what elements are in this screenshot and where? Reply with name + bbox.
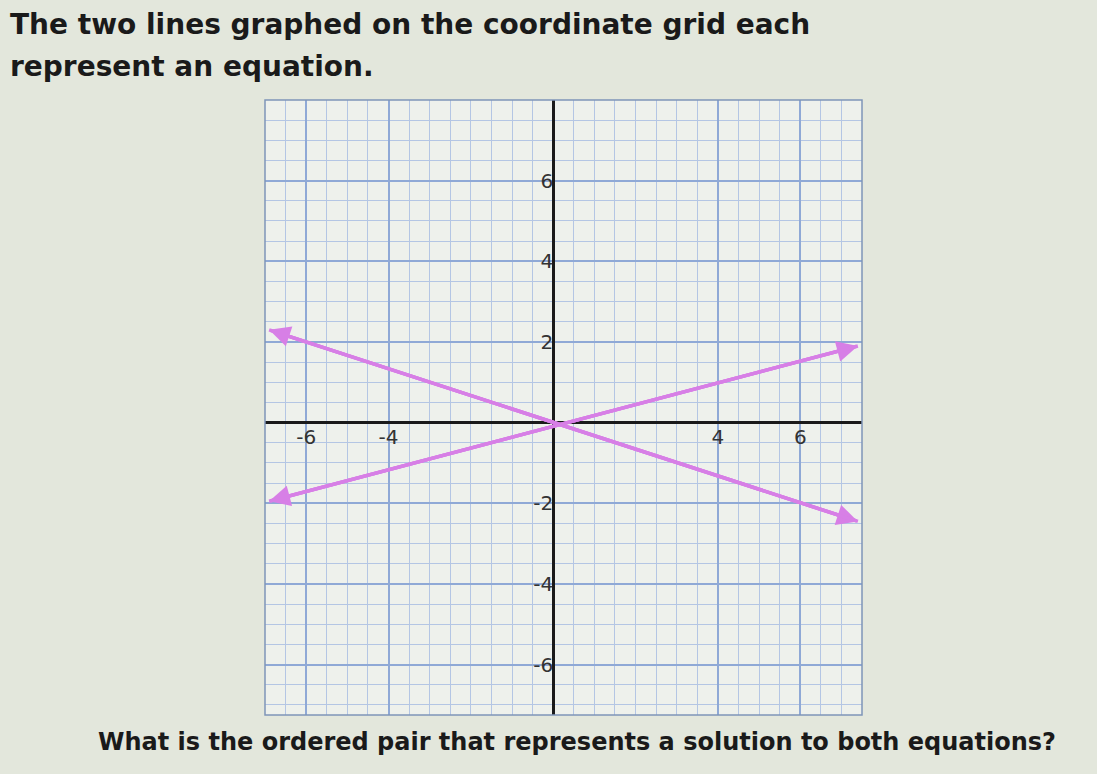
svg-text:-6: -6 [533, 653, 553, 677]
svg-text:-6: -6 [296, 425, 316, 449]
svg-text:2: 2 [540, 330, 553, 354]
svg-text:6: 6 [540, 169, 553, 193]
html-text:What is the ordered pair that: What is the ordered pair that represents… [98, 728, 1056, 756]
svg-text:-4: -4 [533, 572, 553, 596]
svg-text:6: 6 [794, 425, 807, 449]
svg-text:-2: -2 [533, 491, 553, 515]
svg-text:-4: -4 [379, 425, 399, 449]
svg-text:4: 4 [540, 249, 553, 273]
html-text:The two lines graphed on the c: The two lines graphed on the coordinate … [10, 8, 811, 83]
svg-text:4: 4 [712, 425, 725, 449]
